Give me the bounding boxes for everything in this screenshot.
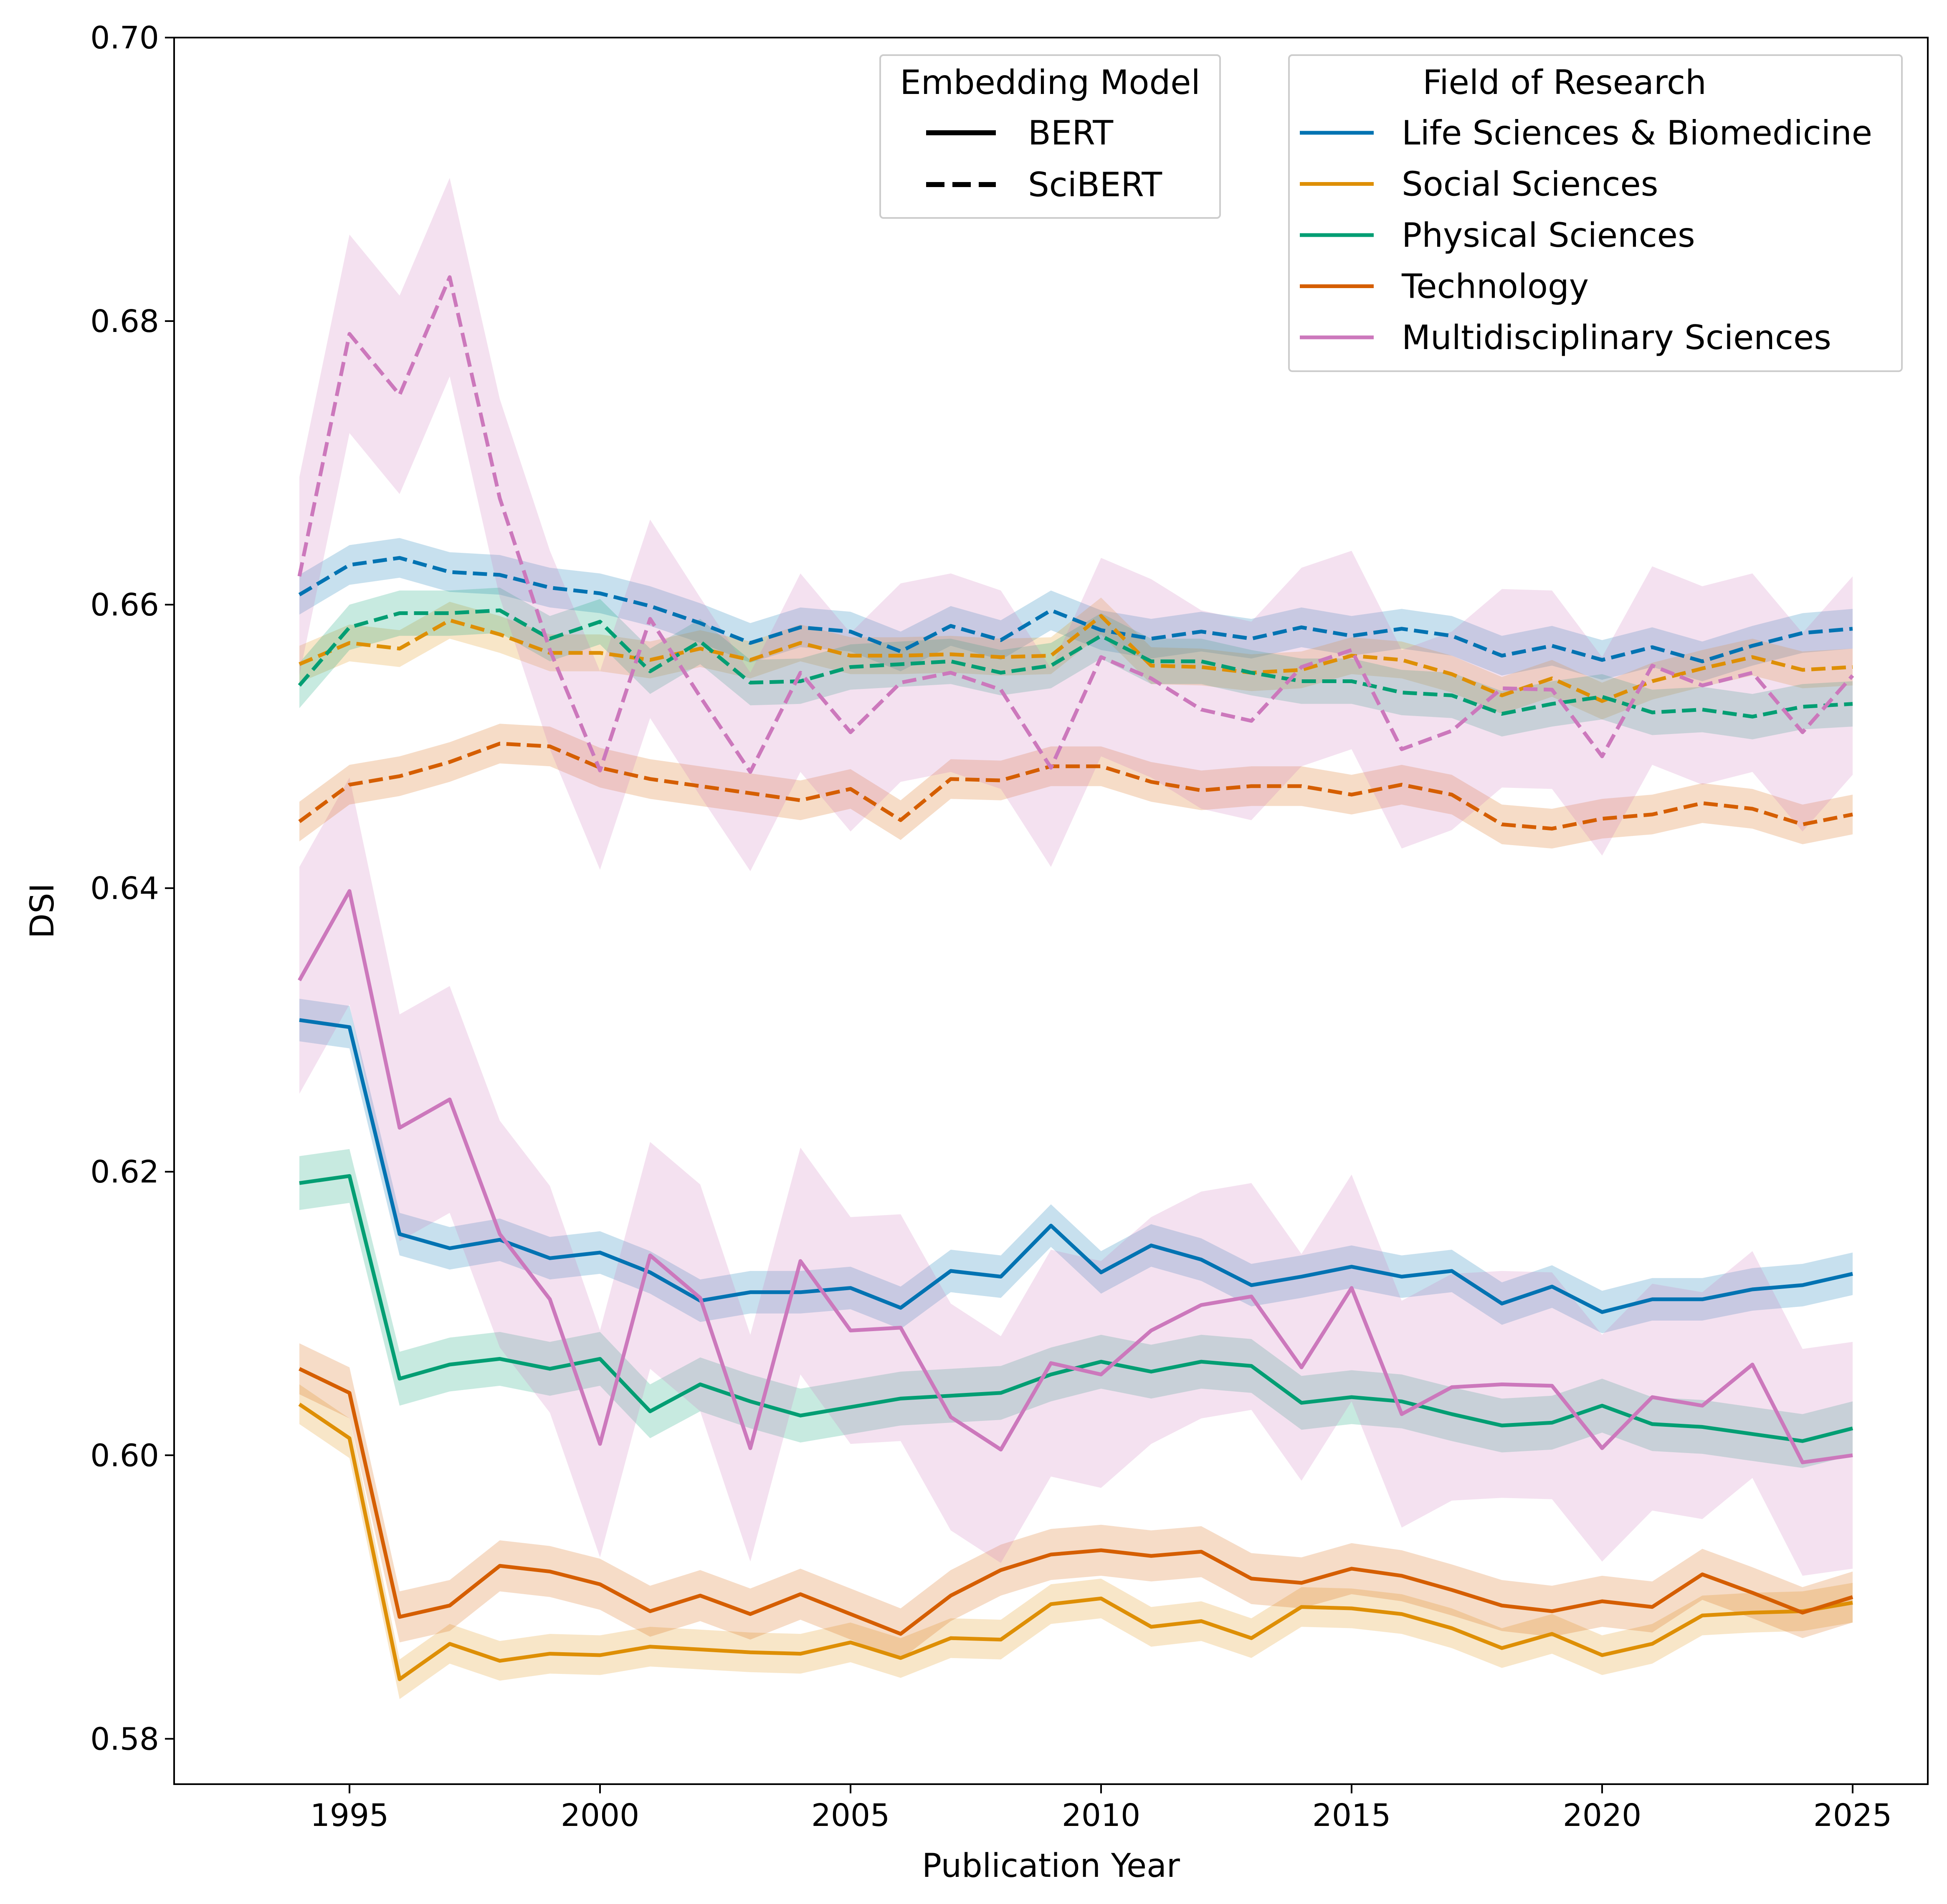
- x-tick-label: 1995: [310, 1798, 389, 1833]
- legend-bert-label: BERT: [1028, 114, 1114, 152]
- x-tick-label: 2010: [1062, 1798, 1140, 1833]
- series-line-multidisciplinary-sciences-bert: [298, 889, 1853, 1464]
- x-tick-label: 2005: [811, 1798, 890, 1833]
- legend-field-of-research-frame: [1288, 54, 1903, 372]
- legend-social-sciences-label: Social Sciences: [1402, 165, 1658, 204]
- y-axis-ticks: 0.58 0.60 0.62 0.64 0.66 0.68 0.70: [90, 20, 174, 1757]
- series-line-social-sciences-bert: [298, 1403, 1853, 1681]
- legend-embedding-model: Embedding Model BERT SciBERT: [879, 54, 1221, 219]
- legend-scibert-label: SciBERT: [1028, 165, 1162, 204]
- legend-technology-label: Technology: [1401, 267, 1589, 306]
- legend-physical-sciences-label: Physical Sciences: [1402, 216, 1695, 255]
- series-line-physical-sciences-scibert: [298, 608, 1853, 719]
- series-line-life-sciences-and-biomedicine-scibert: [298, 556, 1853, 663]
- x-axis-label: Publication Year: [922, 1847, 1180, 1885]
- ci-band-technology-bert: [299, 1343, 1853, 1660]
- ci-band-technology-scibert: [299, 724, 1853, 849]
- y-tick-label: 0.70: [90, 20, 159, 56]
- y-tick-label: 0.64: [90, 871, 159, 906]
- y-tick-label: 0.68: [90, 304, 159, 339]
- series-line-life-sciences-and-biomedicine-bert: [299, 1018, 1853, 1314]
- ci-band-social-sciences-scibert: [299, 598, 1853, 720]
- legend-field-of-research-title: Field of Research: [1423, 63, 1706, 102]
- plot-frame: [173, 37, 1929, 1785]
- x-axis-ticks: 1995 2000 2005 2010 2015 2020 2025: [310, 1784, 1892, 1833]
- legend-embedding-model-frame: [879, 54, 1221, 219]
- y-axis-label: DSI: [24, 883, 61, 939]
- legend-multidisciplinary-label: Multidisciplinary Sciences: [1402, 318, 1831, 357]
- ci-band-life-sciences-and-biomedicine-scibert: [299, 538, 1853, 681]
- series-line-technology-scibert: [298, 742, 1853, 831]
- x-tick-label: 2000: [561, 1798, 639, 1833]
- ci-band-social-sciences-bert: [299, 1384, 1853, 1699]
- x-tick-label: 2015: [1312, 1798, 1391, 1833]
- x-tick-label: 2020: [1563, 1798, 1641, 1833]
- y-tick-label: 0.60: [90, 1438, 159, 1474]
- series-lines: [297, 275, 1854, 1681]
- legend-embedding-model-title: Embedding Model: [900, 63, 1200, 102]
- legend-field-of-research: Field of Research Life Sciences & Biomed…: [1288, 54, 1903, 372]
- x-tick-label: 2025: [1813, 1798, 1892, 1833]
- y-tick-label: 0.58: [90, 1721, 159, 1757]
- ci-band-physical-sciences-bert: [299, 1149, 1853, 1468]
- ci-band-multidisciplinary-sciences-bert: [299, 777, 1853, 1576]
- confidence-bands: [299, 178, 1853, 1699]
- y-tick-label: 0.66: [90, 587, 159, 623]
- legend-life-sciences-label: Life Sciences & Biomedicine: [1402, 114, 1872, 152]
- series-line-technology-bert: [299, 1367, 1853, 1636]
- series-line-multidisciplinary-sciences-scibert: [297, 275, 1854, 774]
- y-tick-label: 0.62: [90, 1154, 159, 1190]
- ci-band-multidisciplinary-sciences-scibert: [299, 178, 1853, 871]
- series-line-social-sciences-scibert: [299, 614, 1853, 703]
